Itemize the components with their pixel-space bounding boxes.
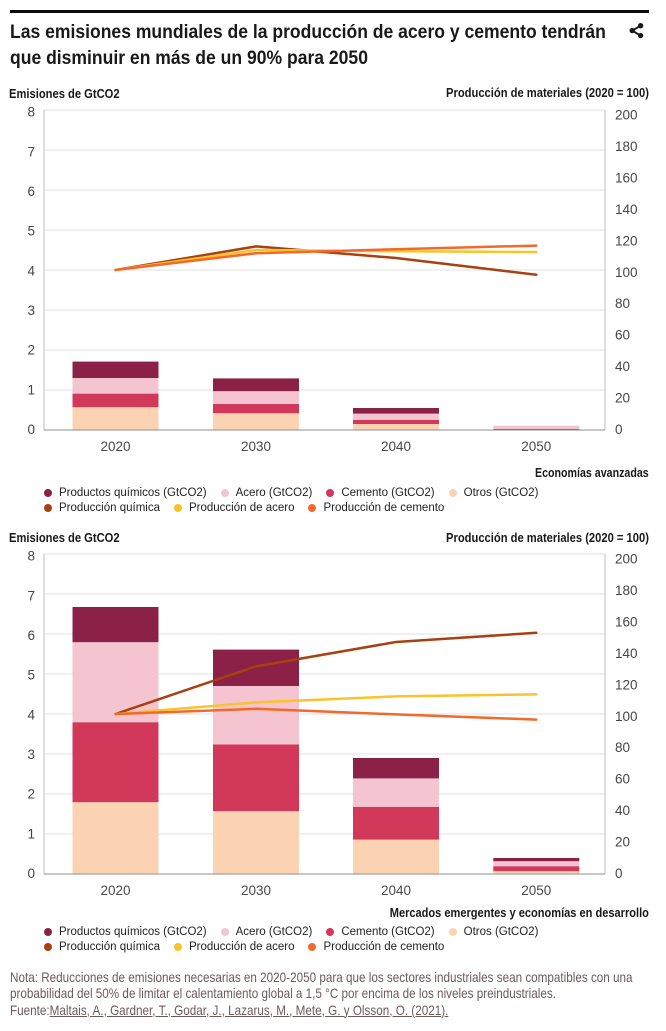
svg-text:60: 60	[615, 328, 630, 343]
svg-text:160: 160	[615, 170, 638, 185]
svg-text:20: 20	[615, 391, 630, 406]
svg-text:100: 100	[615, 265, 638, 280]
svg-text:5: 5	[27, 224, 35, 239]
svg-text:1: 1	[27, 826, 35, 841]
svg-text:4: 4	[27, 263, 35, 278]
svg-text:4: 4	[27, 707, 35, 722]
svg-text:8: 8	[27, 549, 35, 564]
svg-text:140: 140	[615, 202, 638, 217]
svg-text:0: 0	[27, 422, 35, 437]
svg-text:2030: 2030	[241, 883, 271, 898]
svg-text:2050: 2050	[521, 439, 551, 454]
svg-text:0: 0	[27, 866, 35, 881]
svg-text:20: 20	[615, 835, 630, 850]
svg-text:140: 140	[615, 646, 638, 661]
svg-text:160: 160	[615, 614, 638, 629]
svg-text:2040: 2040	[381, 883, 411, 898]
svg-text:0: 0	[615, 866, 623, 881]
svg-text:2030: 2030	[241, 439, 271, 454]
svg-text:3: 3	[27, 303, 35, 318]
svg-text:200: 200	[615, 108, 638, 123]
svg-text:2: 2	[27, 343, 35, 358]
svg-text:7: 7	[27, 588, 35, 603]
svg-text:2020: 2020	[100, 883, 130, 898]
svg-text:120: 120	[615, 233, 638, 248]
svg-text:40: 40	[615, 359, 630, 374]
svg-text:60: 60	[615, 772, 630, 787]
svg-text:1: 1	[27, 382, 35, 397]
svg-text:8: 8	[27, 105, 35, 120]
svg-text:180: 180	[615, 583, 638, 598]
svg-text:80: 80	[615, 296, 630, 311]
svg-text:200: 200	[615, 552, 638, 567]
svg-text:2040: 2040	[381, 439, 411, 454]
svg-text:7: 7	[27, 144, 35, 159]
svg-text:80: 80	[615, 740, 630, 755]
svg-text:40: 40	[615, 803, 630, 818]
svg-text:6: 6	[27, 184, 35, 199]
svg-text:100: 100	[615, 709, 638, 724]
svg-text:3: 3	[27, 747, 35, 762]
svg-text:120: 120	[615, 677, 638, 692]
svg-text:2: 2	[27, 787, 35, 802]
svg-text:5: 5	[27, 668, 35, 683]
svg-text:6: 6	[27, 628, 35, 643]
svg-text:2050: 2050	[521, 883, 551, 898]
svg-text:180: 180	[615, 139, 638, 154]
svg-text:0: 0	[615, 422, 623, 437]
svg-text:2020: 2020	[100, 439, 130, 454]
